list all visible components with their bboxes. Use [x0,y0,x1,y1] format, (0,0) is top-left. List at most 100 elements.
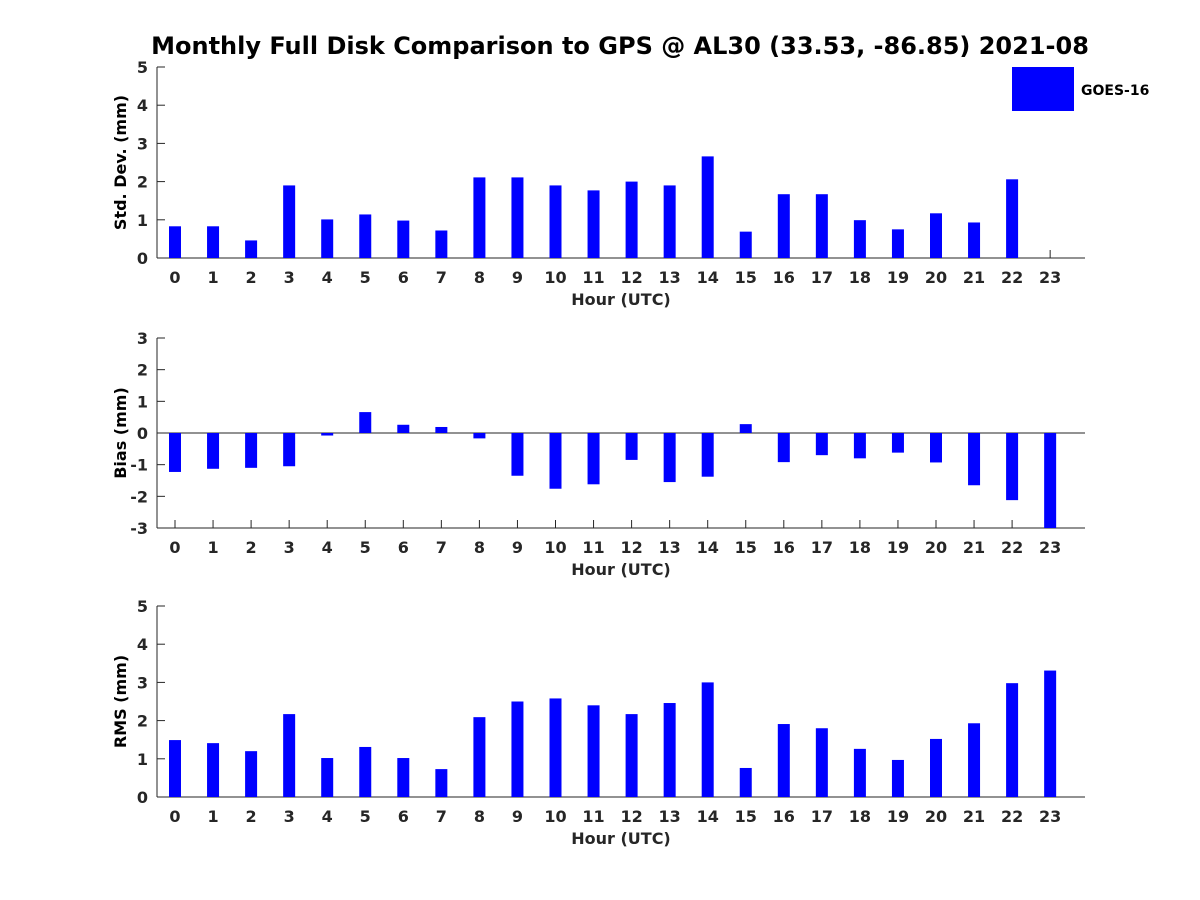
bar [891,433,904,453]
bar [739,424,752,433]
x-tick-label: 15 [735,538,757,557]
bar [891,759,904,797]
bar [968,222,981,258]
x-tick-label: 14 [697,807,719,826]
bar [815,728,828,797]
x-tick-label: 10 [544,538,566,557]
x-tick-label: 14 [697,268,719,287]
x-tick-label: 5 [360,538,371,557]
x-tick-label: 1 [207,268,218,287]
x-axis-label: Hour (UTC) [571,560,671,579]
bar [587,190,600,258]
legend: GOES-16 [1012,67,1149,111]
x-tick-label: 8 [474,268,485,287]
y-tick-label: 5 [137,58,148,77]
bar [1006,683,1019,797]
legend-label: GOES-16 [1081,83,1149,99]
bar [663,185,676,258]
x-tick-label: 7 [436,807,447,826]
y-tick-label: 3 [137,329,148,348]
bar [739,231,752,258]
x-tick-label: 4 [322,268,333,287]
x-tick-label: 0 [169,538,180,557]
y-axis-label: RMS (mm) [111,655,130,748]
x-tick-label: 2 [246,538,257,557]
x-tick-label: 22 [1001,268,1023,287]
bar [473,177,486,258]
x-tick-label: 20 [925,807,947,826]
bar [169,740,181,797]
x-tick-label: 9 [512,807,523,826]
x-tick-label: 13 [659,538,681,557]
legend-swatch [1012,67,1074,111]
x-tick-label: 19 [887,807,909,826]
x-tick-label: 16 [773,538,795,557]
x-tick-label: 4 [322,538,333,557]
x-tick-label: 13 [659,268,681,287]
bar [207,743,220,797]
x-tick-label: 14 [697,538,719,557]
x-tick-label: 23 [1039,807,1061,826]
y-tick-label: 0 [137,788,148,807]
x-axis-label: Hour (UTC) [571,829,671,848]
bar [321,433,334,436]
x-tick-label: 23 [1039,538,1061,557]
x-tick-label: 0 [169,268,180,287]
bar [473,717,486,797]
x-axis-label: Hour (UTC) [571,290,671,309]
x-tick-label: 15 [735,807,757,826]
bar [283,714,296,797]
x-tick-label: 6 [398,538,409,557]
bar [435,230,448,258]
bar [321,758,334,797]
x-tick-label: 5 [360,807,371,826]
bar [397,424,410,433]
bar [815,433,828,456]
x-tick-label: 8 [474,538,485,557]
y-axis-label: Std. Dev. (mm) [111,95,130,230]
y-tick-label: -1 [130,456,148,475]
x-tick-label: 17 [811,538,833,557]
bar [853,748,866,797]
x-tick-label: 21 [963,538,985,557]
bar [739,767,752,797]
bar [701,682,714,797]
y-tick-label: 0 [137,424,148,443]
bar [853,433,866,459]
y-tick-label: 1 [137,392,148,411]
y-tick-label: 4 [137,635,148,654]
bar [587,705,600,797]
bar [930,433,942,463]
x-tick-label: 12 [620,268,642,287]
bar [663,703,676,797]
x-tick-label: 18 [849,807,871,826]
bar [321,219,334,258]
y-tick-label: -2 [130,487,148,506]
y-tick-label: 1 [137,211,148,230]
x-tick-label: 20 [925,538,947,557]
bar [283,185,296,258]
bar [435,769,448,797]
bar [511,433,524,476]
bar [245,240,258,258]
x-tick-label: 21 [963,807,985,826]
x-tick-label: 22 [1001,538,1023,557]
x-tick-label: 8 [474,807,485,826]
x-tick-label: 2 [246,807,257,826]
x-tick-label: 23 [1039,268,1061,287]
x-tick-label: 7 [436,538,447,557]
x-tick-label: 10 [544,268,566,287]
bar [359,412,372,433]
x-tick-label: 2 [246,268,257,287]
bar [625,433,638,460]
y-tick-label: 0 [137,249,148,268]
x-tick-label: 11 [582,807,604,826]
x-tick-label: 19 [887,268,909,287]
bar [1006,179,1019,258]
x-tick-label: 19 [887,538,909,557]
x-tick-label: 3 [284,807,295,826]
bar [587,433,600,485]
x-tick-label: 12 [620,807,642,826]
